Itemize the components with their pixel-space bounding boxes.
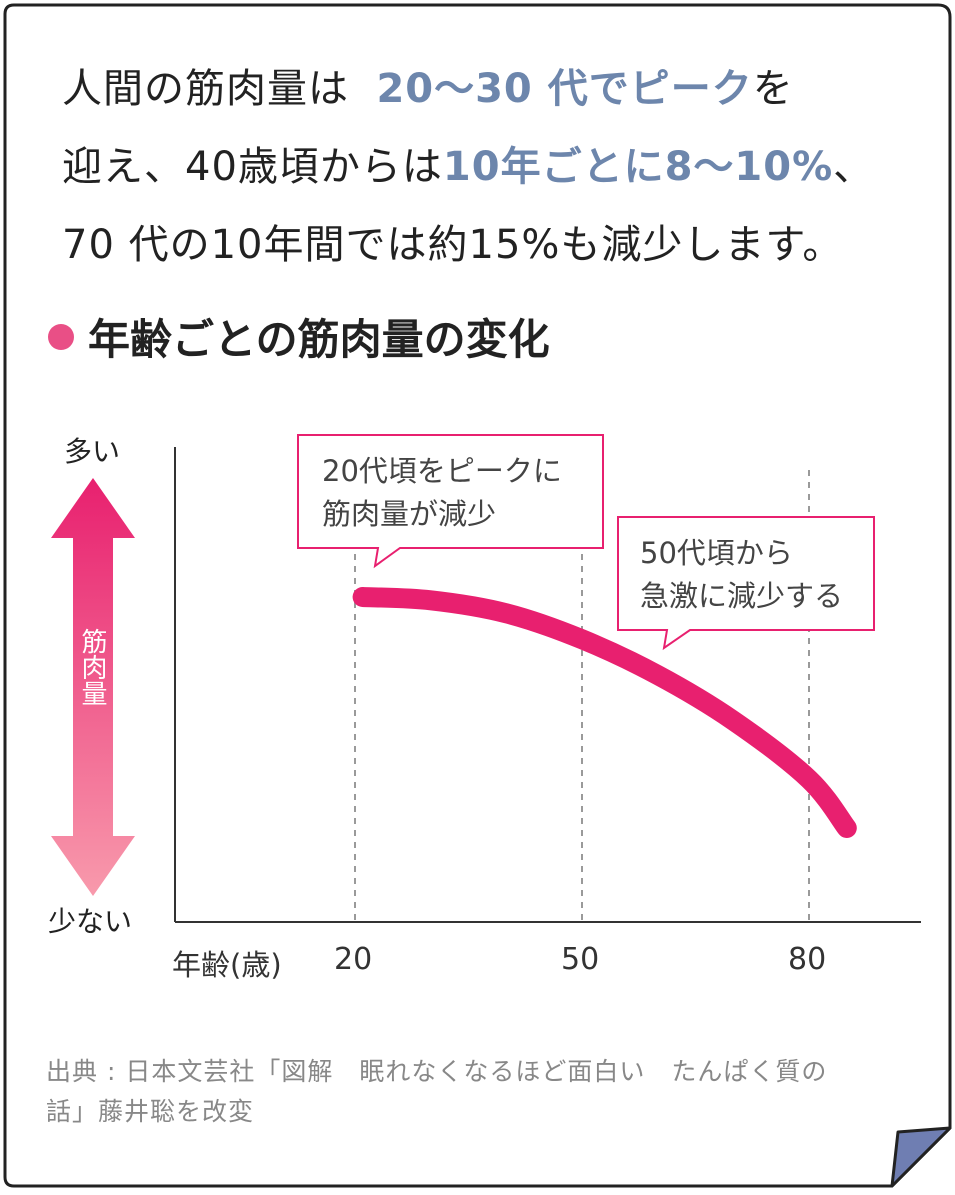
intro-line-3: 70 代の10年間では約15%も減少します。 bbox=[62, 222, 844, 268]
source-citation: 出典 : 日本文芸社「図解 眠れなくなるほど面白い たんぱく質の 話」藤井聡を改… bbox=[46, 1052, 916, 1132]
x-axis-title: 年齢(歳) bbox=[172, 948, 282, 982]
callout-1-text: 20代頃をピークに 筋肉量が減少 bbox=[322, 450, 562, 536]
intro-line-1: 人間の筋肉量は 20〜30 代でピークを bbox=[62, 50, 922, 128]
callout-2-line-2: 急激に減少する bbox=[640, 579, 844, 613]
intro-line-2: 迎え、40歳頃からは10年ごとに8〜10%、 bbox=[62, 128, 922, 206]
card-border bbox=[3, 3, 952, 1188]
intro-line-1-post: を bbox=[752, 66, 794, 112]
intro-line-1-pre: 人間の筋肉量は bbox=[62, 66, 349, 112]
callout-1-line-1: 20代頃をピークに bbox=[322, 454, 562, 488]
x-tick-label-20: 20 bbox=[334, 942, 373, 977]
intro-highlight-peak: 20〜30 代でピーク bbox=[376, 66, 753, 112]
intro-line-2-pre: 迎え、40歳頃からは bbox=[62, 144, 443, 190]
callout-2-text: 50代頃から 急激に減少する bbox=[640, 532, 843, 618]
muscle-mass-curve bbox=[352, 587, 857, 838]
intro-line-2-post: 、 bbox=[833, 144, 875, 190]
y-axis-label: 筋肉量 bbox=[77, 628, 107, 706]
callout-2-line-1: 50代頃から bbox=[640, 536, 793, 570]
x-tick-label-80: 80 bbox=[788, 942, 827, 977]
intro-text: 人間の筋肉量は 20〜30 代でピークを 迎え、40歳頃からは10年ごとに8〜1… bbox=[62, 50, 922, 284]
page-curl-icon bbox=[890, 1126, 952, 1188]
chart-heading: 年齢ごとの筋肉量の変化 bbox=[48, 306, 550, 367]
callout-1-line-2: 筋肉量が減少 bbox=[322, 497, 497, 531]
callout-box-1 bbox=[297, 434, 604, 569]
bullet-dot-icon bbox=[48, 324, 74, 350]
callout-box-2 bbox=[617, 516, 875, 651]
intro-highlight-decline: 10年ごとに8〜10% bbox=[442, 144, 834, 190]
source-line-2: 話」藤井聡を改変 bbox=[46, 1097, 255, 1126]
y-high-label: 多い bbox=[64, 435, 121, 468]
muscle-mass-arrow-icon bbox=[51, 478, 135, 896]
chart-heading-text: 年齢ごとの筋肉量の変化 bbox=[88, 315, 550, 364]
y-low-label: 少ない bbox=[48, 905, 133, 938]
source-line-1: 出典 : 日本文芸社「図解 眠れなくなるほど面白い たんぱく質の bbox=[46, 1057, 828, 1086]
x-tick-label-50: 50 bbox=[561, 942, 600, 977]
